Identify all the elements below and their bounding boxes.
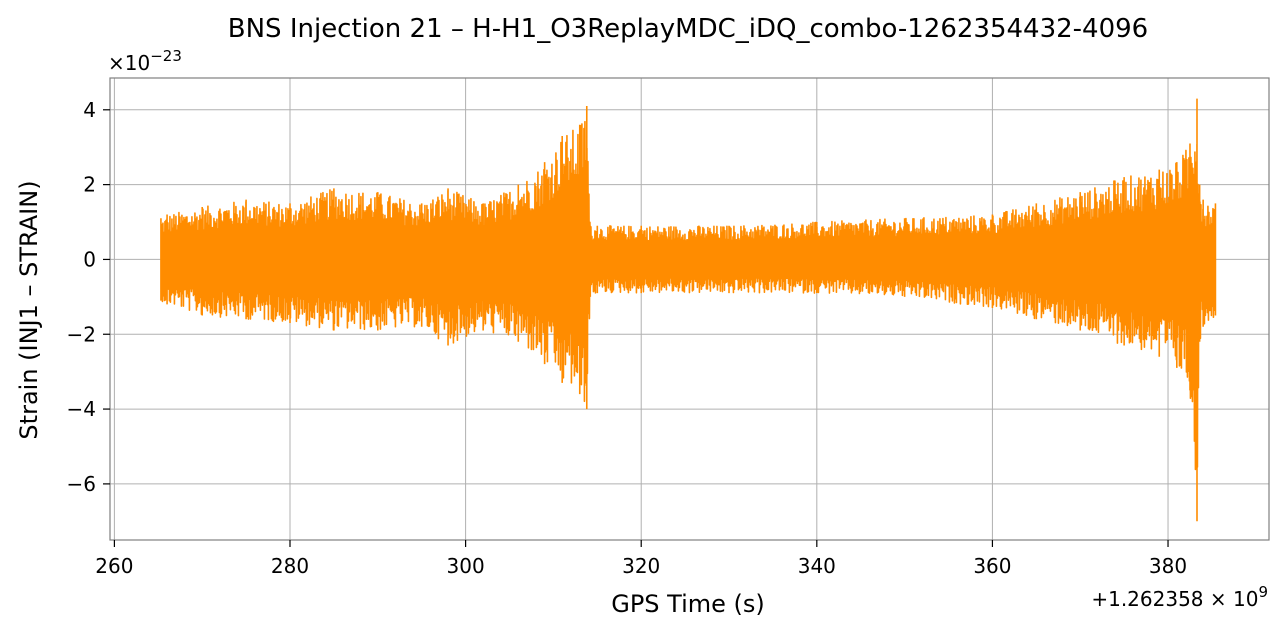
y-scale-exponent: −23 bbox=[150, 47, 182, 65]
plot-frame bbox=[109, 77, 1270, 541]
y-tick-label: 4 bbox=[83, 98, 96, 122]
x-offset-base: +1.262358 × 10 bbox=[1091, 587, 1258, 611]
y-scale-multiplier: ×10−23 bbox=[108, 47, 182, 75]
y-axis-ticks: 4 2 0 −2 −4 −6 bbox=[67, 98, 110, 496]
y-tick-label: −2 bbox=[67, 322, 96, 346]
y-tick-label: 0 bbox=[83, 247, 96, 271]
x-offset-exponent: 9 bbox=[1258, 583, 1268, 601]
x-tick-label: 340 bbox=[798, 554, 836, 578]
x-tick-label: 320 bbox=[622, 554, 660, 578]
x-tick-label: 280 bbox=[271, 554, 309, 578]
strain-series-line bbox=[160, 98, 1217, 522]
x-tick-label: 260 bbox=[95, 554, 133, 578]
y-axis-label: Strain (INJ1 – STRAIN) bbox=[15, 180, 43, 439]
plot-area bbox=[109, 77, 1270, 541]
x-tick-label: 380 bbox=[1149, 554, 1187, 578]
series-layer bbox=[160, 98, 1217, 522]
chart-title: BNS Injection 21 – H-H1_O3ReplayMDC_iDQ_… bbox=[228, 14, 1148, 44]
x-offset-label: +1.262358 × 109 bbox=[1091, 583, 1268, 611]
y-tick-label: −6 bbox=[67, 472, 96, 496]
x-axis-ticks: 260 280 300 320 340 360 380 bbox=[95, 540, 1187, 578]
x-tick-label: 360 bbox=[973, 554, 1011, 578]
x-tick-label: 300 bbox=[447, 554, 485, 578]
x-axis-label: GPS Time (s) bbox=[611, 590, 765, 618]
y-tick-label: 2 bbox=[83, 173, 96, 197]
y-tick-label: −4 bbox=[67, 397, 96, 421]
y-scale-base: ×10 bbox=[108, 51, 150, 75]
